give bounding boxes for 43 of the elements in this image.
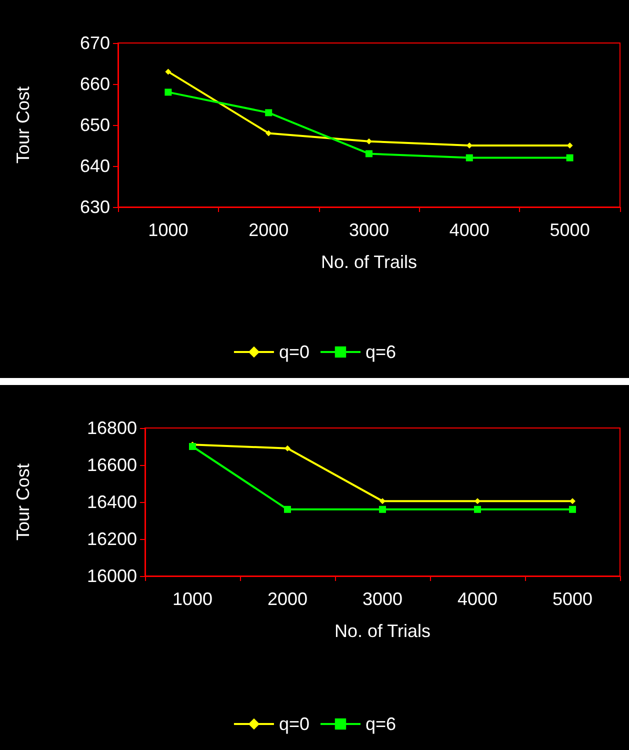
x-tick-label: 5000 — [550, 220, 590, 240]
point — [265, 109, 272, 116]
x-tick-label: 2000 — [248, 220, 289, 240]
point — [380, 498, 386, 504]
legend-label: q=0 — [278, 342, 310, 362]
x-axis-title: No. of Trails — [320, 252, 418, 272]
x-tick-label: 5000 — [552, 589, 593, 609]
y-tick-label: 670 — [80, 33, 110, 53]
x-tick-label: 4000 — [457, 589, 498, 609]
x-tick-label: 3000 — [348, 220, 390, 240]
legend-label: q=6 — [366, 714, 396, 734]
y-axis-title: Tour Cost — [13, 86, 33, 164]
y-tick-label: 630 — [80, 197, 110, 217]
point — [474, 498, 480, 504]
point — [566, 154, 574, 162]
y-tick-label: 16600 — [86, 455, 137, 475]
x-axis-title: No. of Trials — [334, 621, 431, 641]
point — [379, 506, 386, 513]
point — [466, 154, 473, 162]
legend-label: q=6 — [366, 342, 396, 362]
point — [366, 150, 372, 158]
x-tick-label: 1000 — [172, 589, 213, 609]
point — [570, 498, 576, 504]
point — [164, 88, 172, 96]
point — [569, 506, 576, 513]
x-tick-label: 3000 — [362, 589, 403, 609]
x-tick-label: 4000 — [449, 220, 490, 240]
point — [284, 506, 291, 513]
point — [165, 68, 172, 75]
y-tick-label: 650 — [80, 115, 110, 135]
point — [366, 138, 372, 144]
point — [474, 506, 481, 513]
point — [284, 445, 290, 452]
y-tick-label: 660 — [80, 74, 110, 94]
x-tick-label: 1000 — [148, 220, 188, 240]
x-tick-label: 2000 — [267, 589, 308, 609]
y-tick-label: 16200 — [86, 529, 137, 549]
y-tick-label: 16400 — [86, 492, 137, 512]
legend-label: q=0 — [278, 714, 310, 734]
y-axis-title: Tour Cost — [13, 463, 33, 541]
y-tick-label: 640 — [80, 156, 110, 176]
y-tick-label: 16000 — [86, 566, 137, 586]
y-tick-label: 16800 — [86, 418, 137, 438]
